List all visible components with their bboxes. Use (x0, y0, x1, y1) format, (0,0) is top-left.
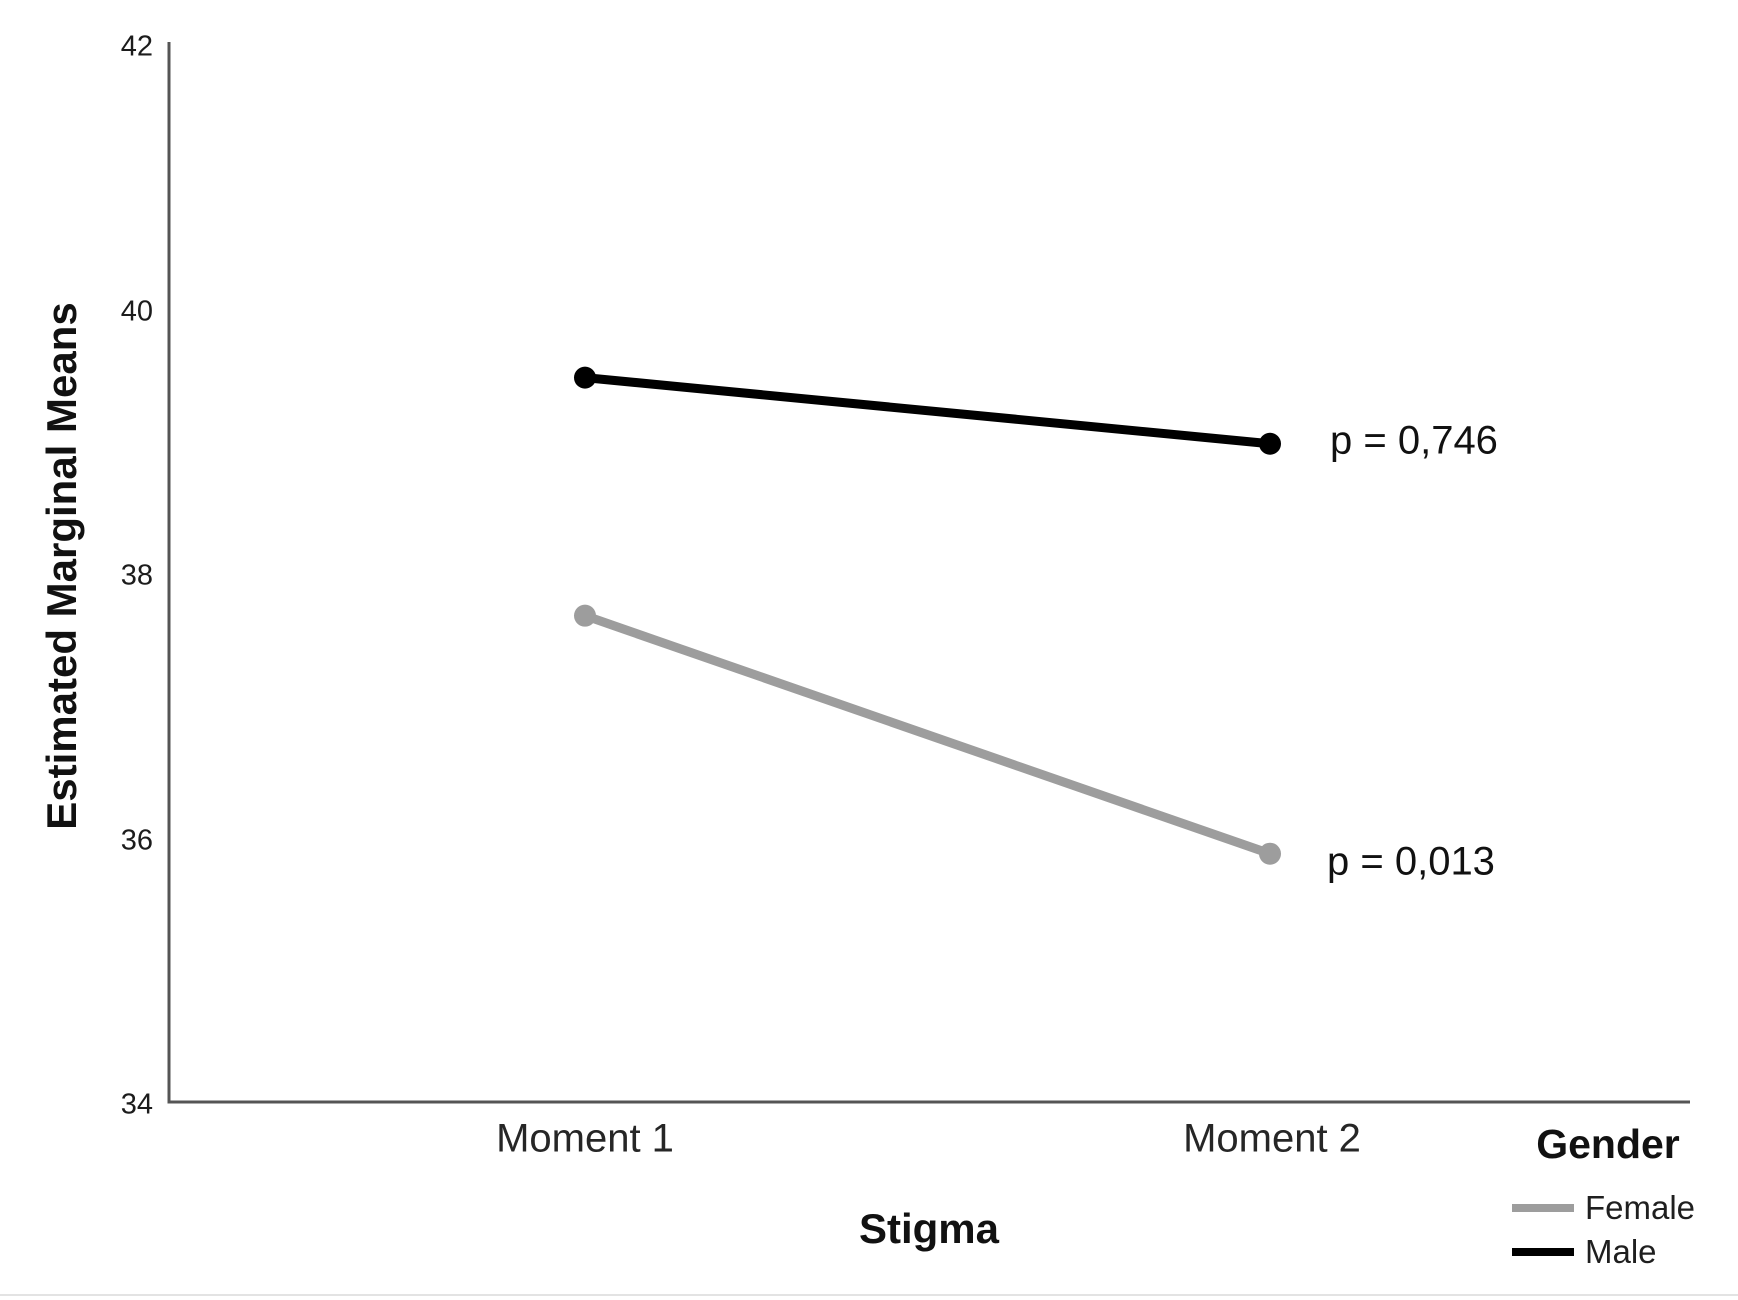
x-tick-label-moment-2: Moment 2 (1183, 1116, 1361, 1161)
y-tick-label-36: 36 (120, 824, 153, 856)
female-series-line (583, 611, 1272, 858)
male-series-line (584, 373, 1271, 449)
y-tick-label-38: 38 (120, 559, 153, 592)
male-data-point-1 (574, 366, 596, 389)
legend-label-female: Female (1585, 1189, 1696, 1226)
legend: Gender Female Male (1512, 1122, 1704, 1272)
y-tick-label-34: 34 (120, 1088, 153, 1121)
legend-item-male: Male (1512, 1232, 1704, 1272)
x-tick-label-moment-1: Moment 1 (496, 1116, 674, 1161)
female-line-swatch (1512, 1204, 1574, 1212)
y-tick-label-42: 42 (120, 30, 153, 63)
female-data-point-1 (574, 604, 596, 627)
x-axis-title: Stigma (858, 1205, 1000, 1252)
y-tick-label-40: 40 (120, 295, 153, 327)
p-value-annotation-male: p = 0,746 (1330, 418, 1498, 463)
legend-label-male: Male (1585, 1233, 1657, 1270)
image-bottom-border (0, 1294, 1738, 1296)
p-value-annotation-female: p = 0,013 (1327, 839, 1495, 884)
male-data-point-2 (1259, 432, 1281, 455)
male-line-swatch (1512, 1248, 1574, 1256)
female-data-point-2 (1259, 842, 1281, 865)
legend-item-female: Female (1512, 1188, 1704, 1228)
legend-title: Gender (1536, 1121, 1680, 1167)
